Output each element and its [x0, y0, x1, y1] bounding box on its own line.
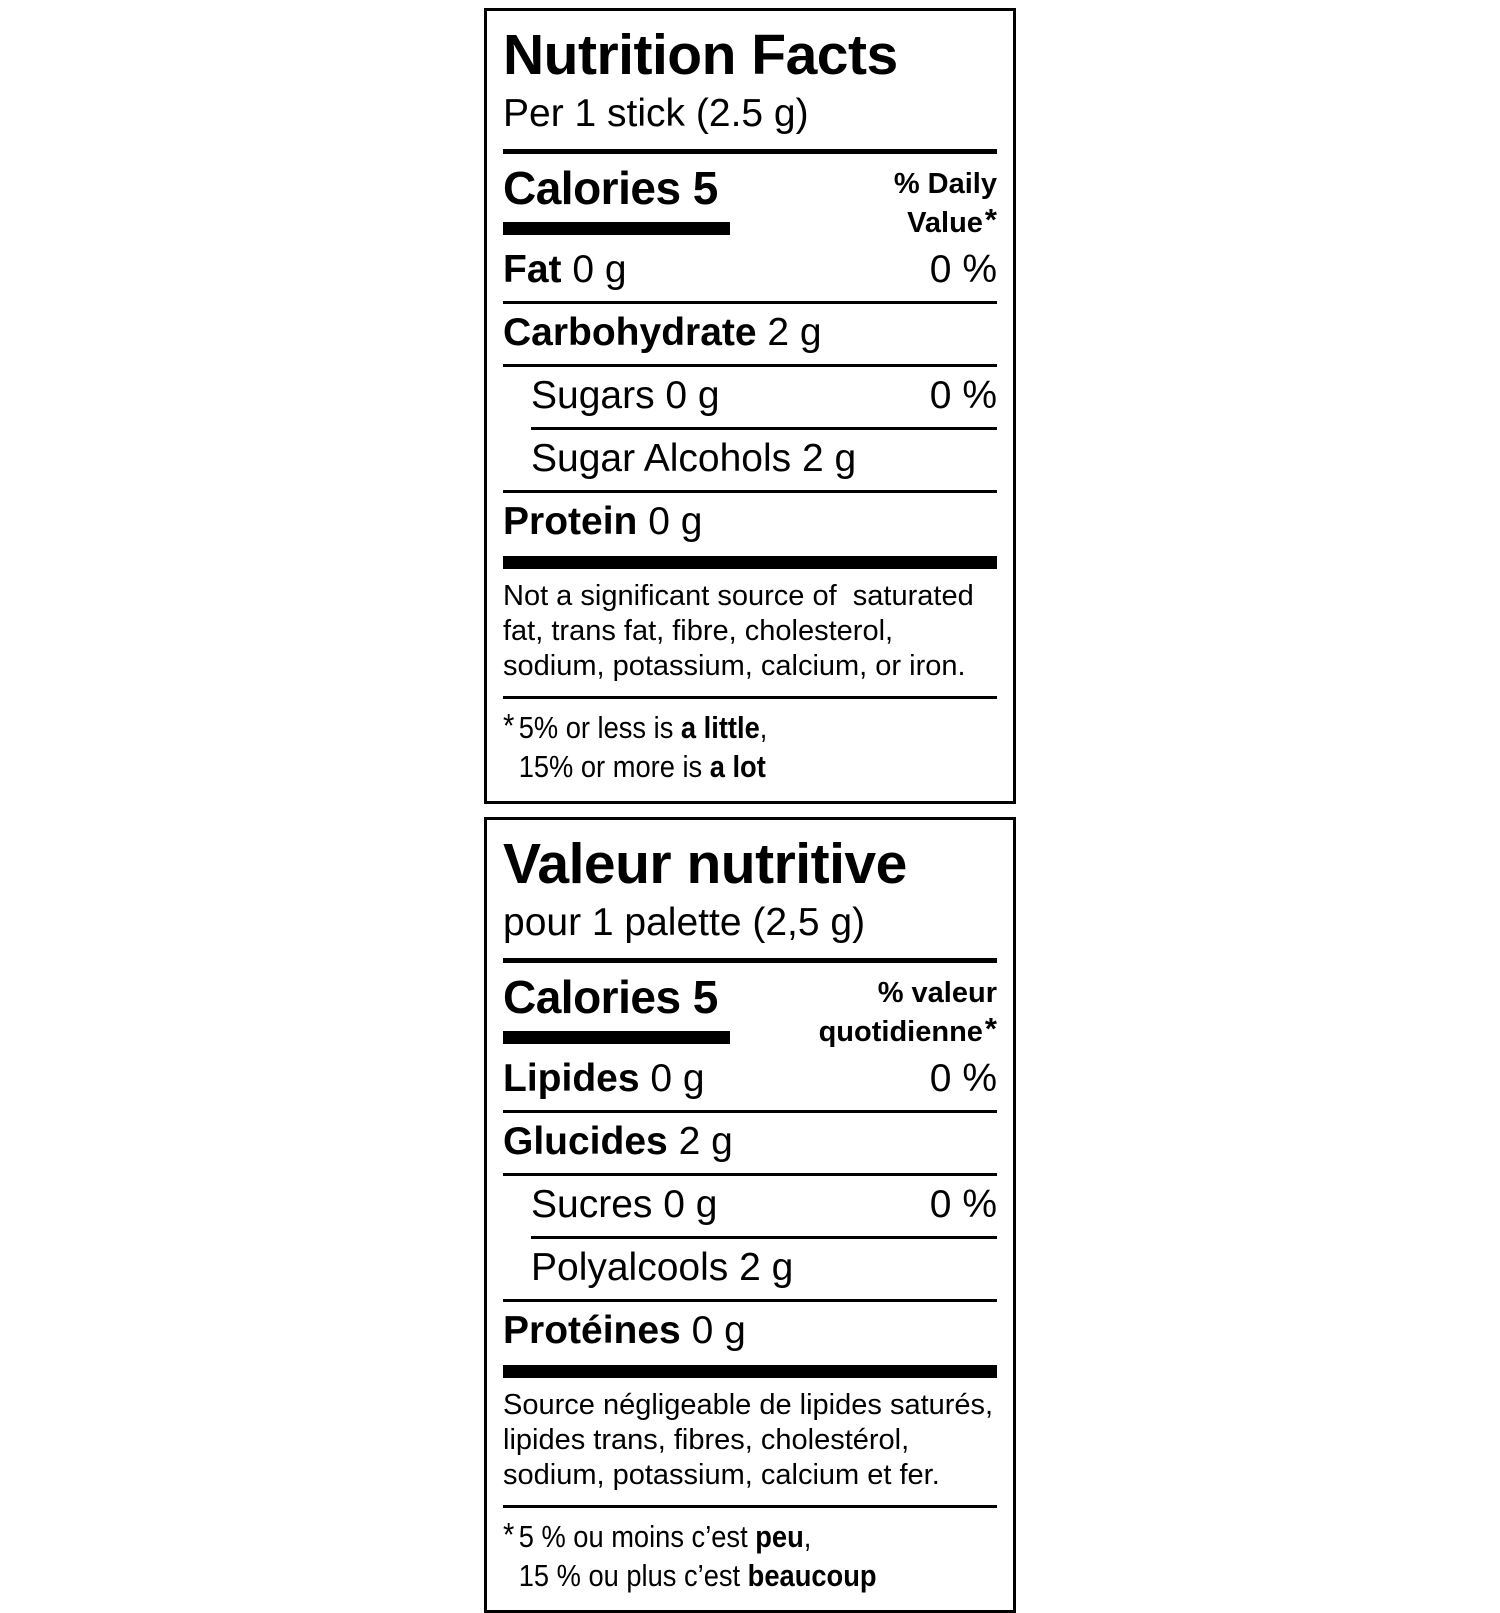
separator-thin — [503, 1173, 997, 1177]
serving-size-en: Per 1 stick (2.5 g) — [503, 91, 809, 135]
footnote-text: 5% or less is — [518, 709, 681, 745]
nutrient-row-sugar-alcohols: Sugar Alcohols 2 g — [503, 430, 997, 490]
separator-thin — [503, 1298, 997, 1302]
nutrient-amount: 0 g — [637, 499, 703, 543]
daily-value-percent: 0 % — [929, 1183, 997, 1227]
footnote-star: * — [503, 1515, 515, 1553]
footnote-text: 5 % ou moins c’est — [518, 1518, 756, 1554]
calories-underbar — [503, 1030, 731, 1044]
calories-label-en: Calories 5 — [503, 162, 718, 215]
nutrient-label: Carbohydrate 2 g — [503, 311, 822, 356]
footnote-bold: beaucoup — [747, 1558, 877, 1594]
footnote-bold: peu — [755, 1518, 804, 1554]
nutrient-amount: 0 g — [680, 1308, 746, 1352]
daily-value-footnote-fr: * 5 % ou moins c’est peu, 15 % ou plus c… — [503, 1508, 938, 1596]
serving-size-fr: pour 1 palette (2,5 g) — [503, 900, 866, 944]
insignificant-source-note-en: Not a significant source of saturated fa… — [503, 579, 974, 683]
panel-title-en: Nutrition Facts — [503, 23, 898, 87]
daily-value-header-fr: % valeur quotidienne* — [819, 973, 997, 1050]
nutrient-amount: Sugar Alcohols 2 g — [531, 436, 857, 480]
nutrient-amount: 2 g — [667, 1120, 733, 1164]
dv-header-line1: % valeur — [877, 977, 997, 1010]
nutrient-name: Fat — [503, 248, 562, 292]
nutrition-facts-panel-fr: Valeur nutritive pour 1 palette (2,5 g) … — [484, 817, 1016, 1613]
nutrient-label: Sugar Alcohols 2 g — [503, 437, 856, 482]
separator-thick — [503, 555, 997, 569]
nutrient-amount: 2 g — [756, 311, 822, 355]
footnote-bold: a little — [680, 709, 760, 745]
nutrient-row-sugars: Sugars 0 g 0 % — [503, 367, 997, 427]
calories-left: Calories 5 — [503, 162, 731, 235]
footnote-line1: 5% or less is a little, — [519, 708, 768, 748]
separator-thin-indented — [531, 1235, 997, 1239]
nutrient-row-glucides: Glucides 2 g — [503, 1113, 997, 1173]
footnote-text: 15% or more is — [518, 749, 710, 785]
dv-header-line2: quotidienne — [818, 1015, 983, 1048]
footnote-text: 15 % ou plus c’est — [518, 1558, 748, 1594]
calories-label-fr: Calories 5 — [503, 971, 718, 1024]
nutrient-amount: Sugars 0 g — [531, 374, 720, 418]
daily-value-percent: 0 % — [929, 1057, 997, 1101]
nutrient-label: Protéines 0 g — [503, 1309, 746, 1354]
separator-thin — [503, 1110, 997, 1114]
daily-value-percent: 0 % — [929, 248, 997, 292]
dv-header-line1: % Daily — [893, 168, 997, 201]
separator-thin — [503, 695, 997, 699]
nutrient-amount: Polyalcools 2 g — [531, 1245, 794, 1289]
nutrient-amount: Sucres 0 g — [531, 1183, 718, 1227]
separator-medium — [503, 149, 997, 155]
nutrient-name: Protéines — [503, 1308, 681, 1352]
nutrient-row-proteines: Protéines 0 g — [503, 1302, 997, 1362]
separator-thin — [503, 364, 997, 368]
separator-thin-indented — [531, 426, 997, 430]
nutrient-amount: 0 g — [639, 1057, 705, 1101]
dv-header-line2: Value — [907, 206, 983, 239]
nutrient-name: Carbohydrate — [503, 311, 757, 355]
nutrient-label: Glucides 2 g — [503, 1120, 733, 1165]
footnote-text: , — [803, 1518, 812, 1554]
nutrient-label: Fat 0 g — [503, 248, 627, 293]
dv-header-star: * — [984, 201, 997, 237]
nutrient-label: Lipides 0 g — [503, 1057, 705, 1102]
calories-underbar — [503, 221, 731, 235]
footnote-lines: 5% or less is a little, 15% or more is a… — [519, 708, 768, 787]
nutrient-amount: 0 g — [561, 248, 627, 292]
separator-thin — [503, 301, 997, 305]
nutrient-row-lipides: Lipides 0 g 0 % — [503, 1050, 997, 1110]
nutrient-name: Protein — [503, 499, 638, 543]
nutrient-label: Protein 0 g — [503, 500, 702, 545]
footnote-line1: 5 % ou moins c’est peu, — [519, 1517, 877, 1557]
panel-title-fr: Valeur nutritive — [503, 832, 907, 897]
nutrient-name: Glucides — [503, 1120, 668, 1164]
nutrient-label: Sugars 0 g — [503, 374, 720, 419]
footnote-lines: 5 % ou moins c’est peu, 15 % ou plus c’e… — [519, 1517, 877, 1596]
nutrient-row-carbohydrate: Carbohydrate 2 g — [503, 304, 997, 364]
footnote-line2: 15% or more is a lot — [519, 747, 768, 787]
calories-block-en: Calories 5 % Daily Value* — [503, 154, 997, 241]
footnote-bold: a lot — [709, 749, 766, 785]
nutrient-label: Polyalcools 2 g — [503, 1246, 793, 1291]
separator-thick — [503, 1364, 997, 1378]
calories-left: Calories 5 — [503, 971, 731, 1044]
nutrient-row-sucres: Sucres 0 g 0 % — [503, 1176, 997, 1236]
footnote-text: , — [759, 709, 768, 745]
nutrient-name: Lipides — [503, 1057, 640, 1101]
nutrient-row-protein: Protein 0 g — [503, 493, 997, 553]
calories-block-fr: Calories 5 % valeur quotidienne* — [503, 963, 997, 1050]
footnote-line2: 15 % ou plus c’est beaucoup — [519, 1556, 877, 1596]
daily-value-header-en: % Daily Value* — [894, 164, 997, 241]
nutrient-label: Sucres 0 g — [503, 1183, 717, 1228]
nutrient-row-polyalcools: Polyalcools 2 g — [503, 1239, 997, 1299]
daily-value-footnote-en: * 5% or less is a little, 15% or more is… — [503, 699, 938, 787]
daily-value-percent: 0 % — [929, 374, 997, 418]
nutrient-row-fat: Fat 0 g 0 % — [503, 241, 997, 301]
footnote-star: * — [503, 706, 515, 744]
insignificant-source-note-fr: Source négligeable de lipides saturés, l… — [503, 1388, 994, 1492]
separator-medium — [503, 958, 997, 964]
nutrition-facts-panel-en: Nutrition Facts Per 1 stick (2.5 g) Calo… — [484, 8, 1016, 805]
separator-thin — [503, 489, 997, 493]
dv-header-star: * — [984, 1010, 997, 1046]
